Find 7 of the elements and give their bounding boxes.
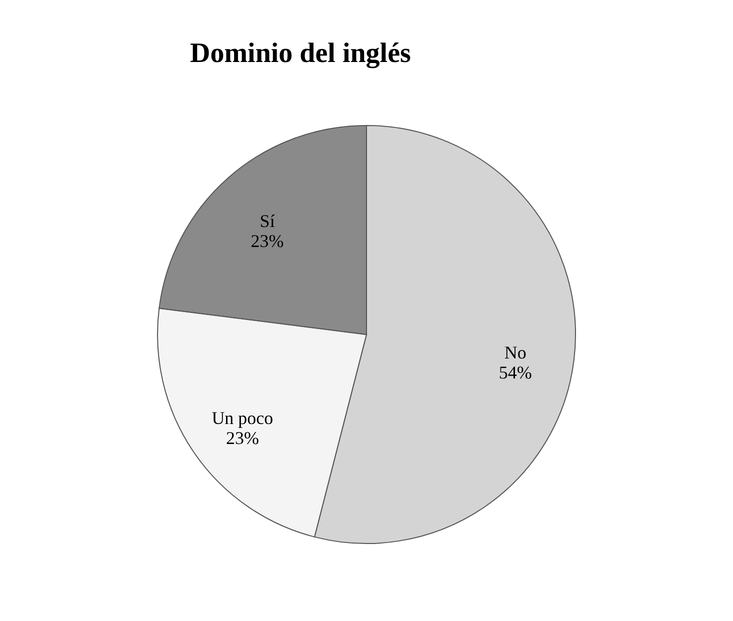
slice-label: Un poco [212,408,274,428]
slice-label: Sí [260,210,275,231]
slice-label: No [504,342,526,362]
chart-title: Dominio del inglés [190,38,412,69]
data-label: 23% [250,230,284,251]
data-label: 54% [498,362,532,382]
data-label: 23% [226,428,259,448]
